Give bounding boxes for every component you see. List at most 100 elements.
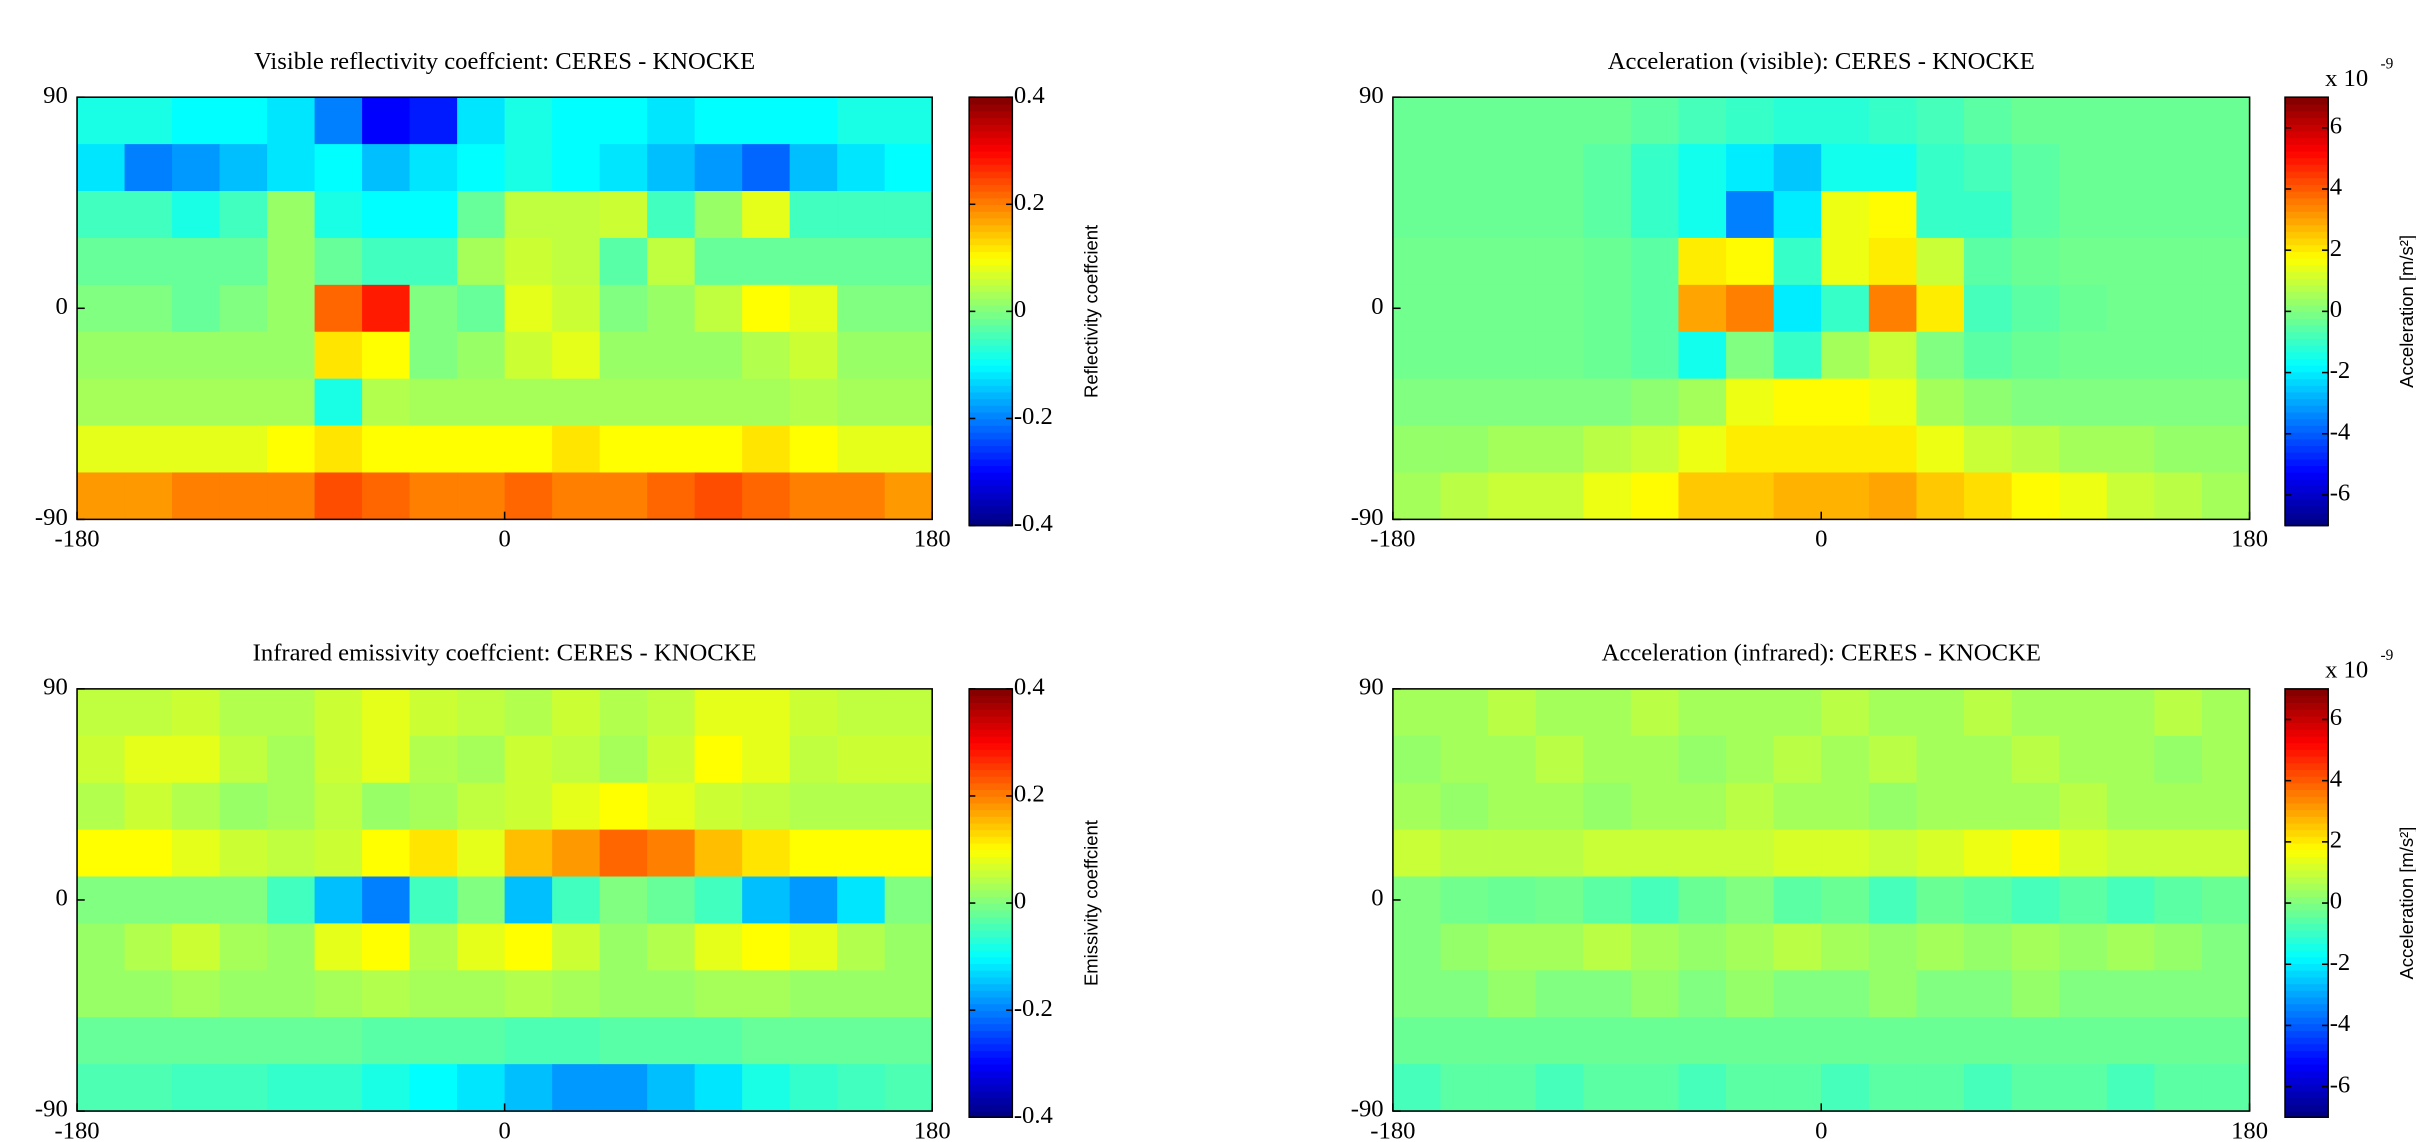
- heatmap-cell: [77, 284, 126, 333]
- heatmap-cell: [2106, 1017, 2156, 1065]
- colorbar-swatch: [969, 1016, 1013, 1025]
- heatmap-cell: [2154, 735, 2203, 784]
- colorbar-swatch: [2285, 923, 2329, 931]
- heatmap-cell: [1678, 782, 1727, 831]
- colorbar-swatch: [2285, 849, 2329, 857]
- heatmap-cell: [2154, 1017, 2203, 1065]
- heatmap-cell: [504, 829, 553, 878]
- colorbar-swatch: [969, 722, 1013, 730]
- colorbar-swatch: [2285, 304, 2329, 313]
- colorbar-swatch: [969, 418, 1013, 426]
- heatmap-cell: [789, 735, 838, 784]
- heatmap-cell: [552, 191, 601, 239]
- heatmap-cell: [1488, 876, 1537, 925]
- heatmap-cell: [694, 425, 743, 474]
- colorbar-exponent: -9: [2381, 55, 2394, 72]
- heatmap-cell: [1583, 284, 1632, 333]
- heatmap-cell: [599, 1064, 648, 1112]
- heatmap-cell: [267, 688, 316, 737]
- heatmap-cell: [1583, 191, 1632, 239]
- heatmap-cell: [1916, 331, 1965, 380]
- heatmap-cell: [742, 688, 791, 737]
- heatmap-cell: [1583, 378, 1632, 427]
- colorbar-swatch: [969, 512, 1013, 520]
- heatmap-cell: [1726, 472, 1775, 520]
- heatmap-cell: [2059, 970, 2108, 1018]
- heatmap-cell: [2011, 782, 2060, 831]
- colorbar-swatch: [969, 264, 1013, 272]
- heatmap-cell: [742, 876, 791, 925]
- heatmap-cell: [694, 144, 743, 192]
- heatmap-cell: [837, 688, 886, 737]
- heatmap-cell: [599, 331, 648, 380]
- heatmap-cell: [1440, 1017, 1489, 1065]
- colorbar-swatch: [2285, 351, 2329, 359]
- heatmap-cell: [647, 237, 696, 286]
- colorbar-swatch: [969, 431, 1013, 440]
- heatmap-cell: [504, 284, 553, 333]
- heatmap-cell: [1583, 237, 1632, 286]
- colorbar-swatch: [969, 1050, 1013, 1058]
- colorbar-tick-label: -2: [2330, 357, 2351, 384]
- heatmap-cell: [267, 237, 316, 286]
- heatmap-cell: [742, 331, 791, 380]
- heatmap-cell: [457, 735, 506, 784]
- colorbar-swatch: [2285, 123, 2329, 132]
- heatmap-cell: [2106, 472, 2156, 520]
- colorbar-swatch: [2285, 708, 2329, 717]
- heatmap-cell: [789, 1017, 838, 1065]
- heatmap-cell: [552, 1017, 601, 1065]
- heatmap-cell: [504, 472, 553, 520]
- heatmap-cell: [314, 144, 363, 192]
- heatmap-cell: [124, 472, 173, 520]
- colorbar-swatch: [2285, 1056, 2329, 1065]
- colorbar-swatch: [969, 217, 1013, 226]
- heatmap-cell: [2154, 191, 2203, 239]
- heatmap-cell: [1440, 688, 1489, 737]
- heatmap-cell: [1630, 688, 1680, 737]
- colorbar-swatch: [2285, 1016, 2329, 1025]
- colorbar-swatch: [2285, 782, 2329, 791]
- heatmap-cell: [2106, 237, 2156, 286]
- heatmap-cell: [1726, 425, 1775, 474]
- y-tick-label: -90: [35, 1096, 68, 1123]
- colorbar-tick-label: 6: [2330, 704, 2342, 731]
- heatmap-cell: [457, 237, 506, 286]
- colorbar-tick-label: 0.2: [1014, 189, 1045, 216]
- colorbar-tick-label: 0.4: [1014, 82, 1045, 109]
- heatmap-cell: [694, 472, 743, 520]
- heatmap-cell: [552, 144, 601, 192]
- heatmap-cell: [1392, 425, 1442, 474]
- heatmap-cell: [2011, 735, 2060, 784]
- heatmap-cell: [1964, 191, 2013, 239]
- colorbar-swatch: [2285, 97, 2329, 105]
- colorbar-swatch: [2285, 809, 2329, 817]
- heatmap-cell: [504, 237, 553, 286]
- heatmap-cell: [77, 735, 126, 784]
- colorbar-swatch: [2285, 297, 2329, 306]
- heatmap-cell: [362, 472, 411, 520]
- y-tick-label: 90: [1359, 82, 1384, 109]
- heatmap-cell: [1535, 829, 1584, 878]
- heatmap-cell: [1821, 144, 1870, 192]
- colorbar-swatch: [2285, 358, 2329, 366]
- x-tick-label: -180: [54, 1117, 99, 1142]
- heatmap-cell: [1916, 782, 1965, 831]
- heatmap-cell: [1916, 378, 1965, 427]
- heatmap-cell: [694, 97, 743, 145]
- heatmap-cell: [77, 425, 126, 474]
- heatmap-cell: [1964, 472, 2013, 520]
- heatmap-cell: [1868, 1017, 1918, 1065]
- colorbar-swatch: [969, 916, 1013, 924]
- colorbar-tick-label: 0.2: [1014, 781, 1045, 808]
- colorbar-swatch: [969, 862, 1013, 871]
- colorbar-swatch: [969, 836, 1013, 844]
- heatmap-cell: [2059, 378, 2108, 427]
- heatmap-cell: [1868, 735, 1918, 784]
- colorbar-swatch: [969, 876, 1013, 884]
- y-tick-label: -90: [1351, 504, 1384, 531]
- heatmap-cell: [504, 331, 553, 380]
- colorbar-tick-label: -0.4: [1014, 510, 1053, 537]
- heatmap-cell: [1821, 378, 1870, 427]
- heatmap-cell: [789, 144, 838, 192]
